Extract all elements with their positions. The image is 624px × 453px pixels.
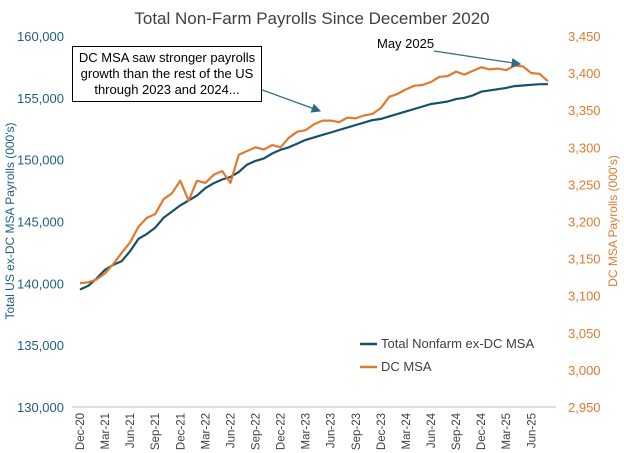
series-line-dc-msa	[79, 64, 549, 285]
annotation-line-3: through 2023 and 2024...	[94, 82, 240, 97]
x-axis-tick-label: Dec-20	[75, 413, 87, 450]
right-axis-tick-label: 3,200	[568, 215, 601, 230]
left-axis-tick-label: 135,000	[17, 338, 64, 353]
x-axis-tick-label: Mar-24	[401, 412, 413, 449]
right-axis-tick-labels: 2,950 3,000 3,050 3,100 3,150 3,200 3,250 3,300…	[568, 29, 601, 415]
annotation-arrow-dc-growth	[253, 86, 322, 113]
x-axis-tick-label: Sep-21	[150, 413, 162, 450]
x-axis-tick-label: Jun-23	[326, 413, 338, 448]
x-axis-tick-label: Sep-22	[251, 413, 263, 450]
legend: Total Nonfarm ex-DC MSA DC MSA	[360, 336, 534, 374]
right-axis-tick-label: 2,950	[568, 400, 601, 415]
x-axis-tick-labels: Dec-20 Mar-21 Jun-21 Sep-21 Dec-21 Mar-22 Jun-…	[75, 412, 538, 450]
left-axis-title: Total US ex-DC MSA Payrolls (000's)	[3, 122, 17, 319]
left-axis-tick-label: 155,000	[17, 91, 64, 106]
right-axis-tick-label: 3,450	[568, 29, 601, 44]
x-axis-tick-label: Mar-21	[100, 413, 112, 449]
series-line-total-nonfarm-ex-dc	[79, 83, 548, 291]
x-axis-tick-label: Jun-25	[526, 413, 538, 448]
x-axis-tick-label: Mar-23	[301, 413, 313, 449]
legend-label-total-nonfarm-ex-dc: Total Nonfarm ex-DC MSA	[381, 336, 534, 351]
left-axis-tick-labels: 130,000 135,000 140,000 145,000 150,000 155,0…	[17, 29, 64, 415]
right-axis-tick-label: 3,400	[568, 66, 601, 81]
x-axis-tick-label: Jun-24	[426, 412, 438, 448]
right-axis-tick-label: 3,300	[568, 140, 601, 155]
x-axis-tick-label: Dec-23	[376, 413, 388, 450]
right-axis-tick-label: 3,150	[568, 252, 601, 267]
annotation-box-dc-growth: DC MSA saw stronger payrolls growth than…	[72, 46, 262, 102]
left-axis-tick-label: 145,000	[17, 215, 64, 230]
right-axis-tick-label: 3,100	[568, 289, 601, 304]
left-axis-tick-label: 140,000	[17, 276, 64, 291]
right-axis-title: DC MSA Payrolls (000's)	[606, 155, 620, 287]
left-axis-tick-label: 160,000	[17, 29, 64, 44]
annotation-line-2: growth than the rest of the US	[80, 66, 254, 81]
legend-label-dc-msa: DC MSA	[381, 359, 432, 374]
left-axis-tick-label: 150,000	[17, 153, 64, 168]
x-axis-tick-label: Sep-24	[451, 412, 463, 450]
x-axis-tick-label: Dec-24	[476, 412, 488, 450]
x-axis-tick-label: Mar-22	[200, 413, 212, 449]
right-axis-tick-label: 3,250	[568, 177, 601, 192]
x-axis-tick-label: Mar-25	[501, 413, 513, 449]
right-axis-tick-label: 3,050	[568, 326, 601, 341]
x-axis-tick-label: Jun-21	[125, 413, 137, 448]
x-axis-tick-label: Dec-21	[175, 413, 187, 450]
annotation-may-2025: May 2025	[377, 36, 434, 51]
x-axis-tick-label: Sep-23	[351, 413, 363, 450]
chart-title: Total Non-Farm Payrolls Since December 2…	[134, 9, 489, 28]
annotation-line-1: DC MSA saw stronger payrolls	[78, 50, 256, 65]
x-axis-tick-label: Jun-22	[225, 413, 237, 448]
annotation-arrow-may-2025	[433, 50, 522, 68]
right-axis-tick-label: 3,350	[568, 103, 601, 118]
x-axis-tick-label: Dec-22	[276, 413, 288, 450]
right-axis-tick-label: 3,000	[568, 363, 601, 378]
left-axis-tick-label: 130,000	[17, 400, 64, 415]
